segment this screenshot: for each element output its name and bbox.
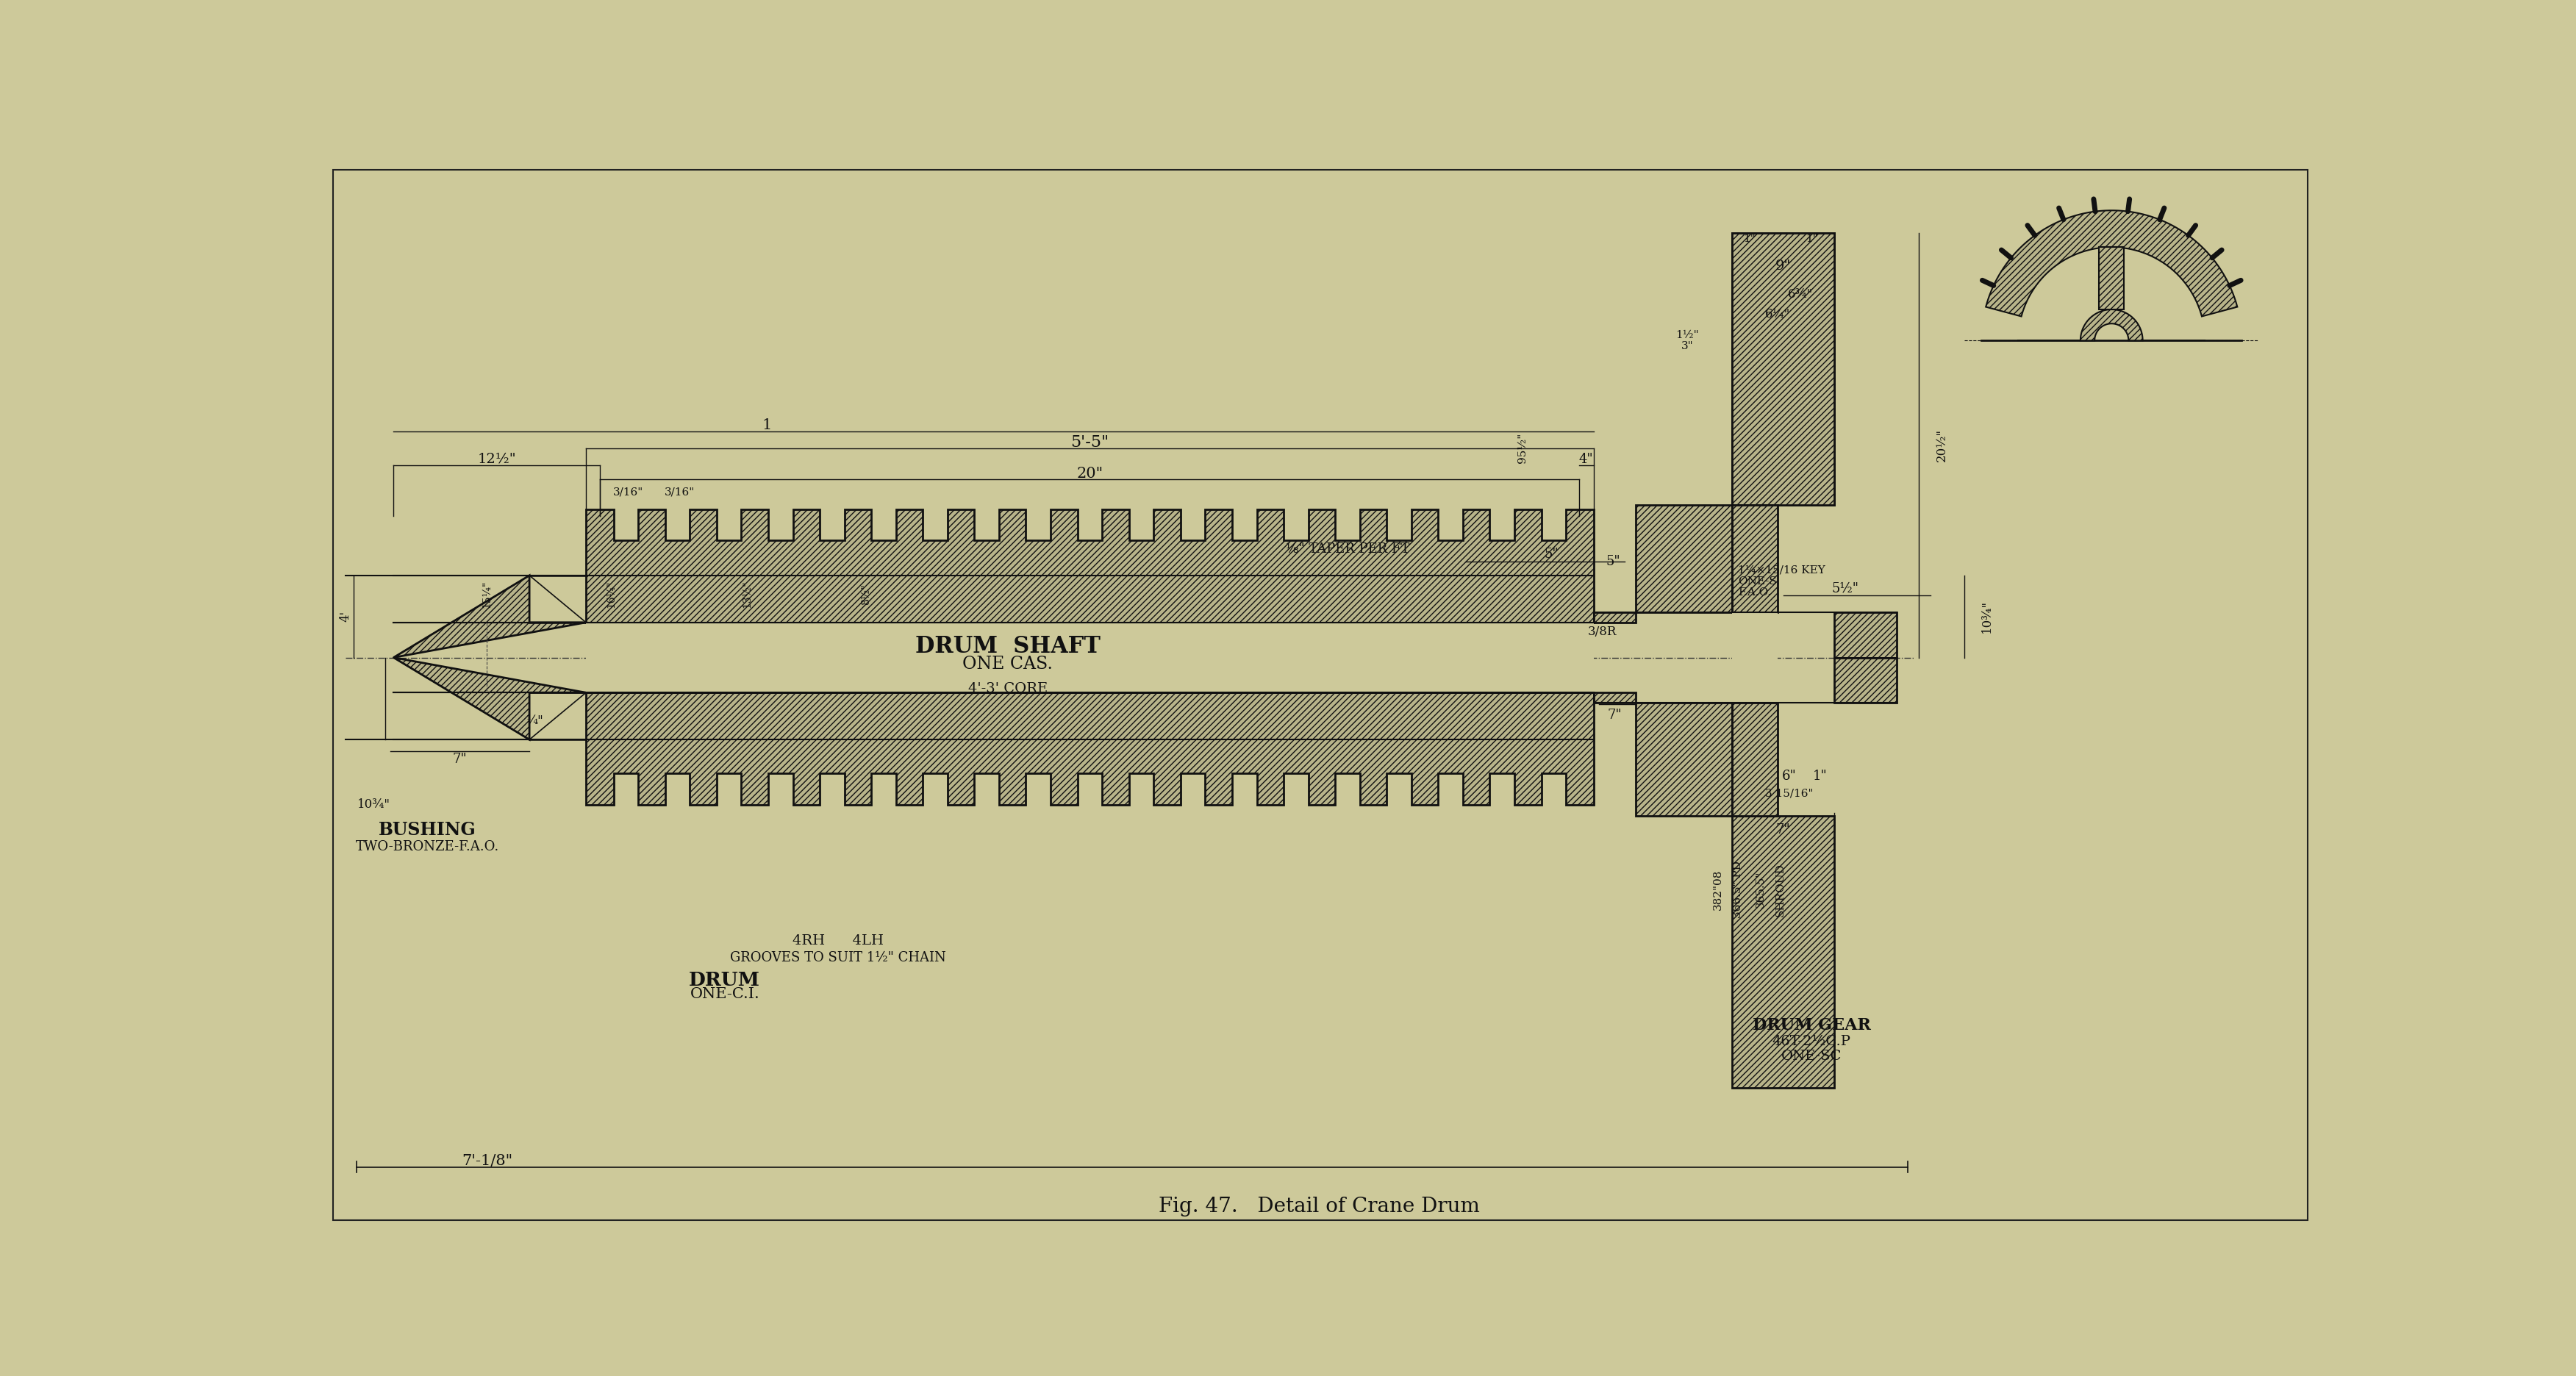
Text: 5½": 5½" [1832, 582, 1860, 594]
Text: 3": 3" [1682, 341, 1692, 351]
Polygon shape [1636, 505, 1731, 612]
Text: 1: 1 [762, 418, 773, 432]
Polygon shape [1731, 388, 1777, 505]
Text: 12½": 12½" [477, 453, 515, 466]
Text: 5'-5": 5'-5" [1072, 435, 1110, 450]
Polygon shape [1731, 505, 1777, 612]
Text: 6¾": 6¾" [1788, 288, 1814, 300]
Text: 13½": 13½" [742, 581, 752, 608]
Polygon shape [585, 692, 1595, 805]
Text: 365.5": 365.5" [1754, 871, 1765, 908]
Text: GROOVES TO SUIT 1½" CHAIN: GROOVES TO SUIT 1½" CHAIN [729, 951, 945, 965]
Text: TWO-BRONZE-F.A.O.: TWO-BRONZE-F.A.O. [355, 841, 500, 853]
Text: 3 15/16": 3 15/16" [1765, 788, 1814, 798]
Text: 3/16": 3/16" [665, 487, 696, 497]
Text: ONE-SC: ONE-SC [1780, 1050, 1842, 1062]
Text: F.A.O.: F.A.O. [1739, 588, 1772, 597]
Text: 5": 5" [1543, 548, 1558, 561]
Text: 7": 7" [1607, 709, 1623, 722]
Text: 15¼": 15¼" [482, 581, 492, 608]
Polygon shape [1636, 703, 1731, 816]
Text: 1¼×15/16 KEY: 1¼×15/16 KEY [1739, 564, 1826, 575]
Text: ¼": ¼" [526, 714, 544, 727]
Text: DRUM  SHAFT: DRUM SHAFT [914, 634, 1100, 658]
Text: 20½": 20½" [1935, 429, 1947, 462]
Text: 366.5" PD: 366.5" PD [1734, 861, 1744, 918]
Polygon shape [585, 509, 1595, 622]
Polygon shape [1595, 612, 1636, 622]
Text: SHROUD: SHROUD [1775, 863, 1785, 916]
Text: 1": 1" [1806, 234, 1819, 244]
Text: 9": 9" [1775, 259, 1790, 272]
Polygon shape [1731, 233, 1834, 505]
Text: 20": 20" [1077, 466, 1103, 480]
Polygon shape [1986, 211, 2239, 316]
Bar [2099, 248, 2125, 310]
Polygon shape [2081, 310, 2143, 341]
Text: DRUM: DRUM [688, 971, 760, 989]
Polygon shape [1834, 658, 1896, 703]
Text: DRUM GEAR: DRUM GEAR [1752, 1017, 1870, 1033]
Text: 3/16": 3/16" [613, 487, 644, 497]
Text: 16¼": 16¼" [605, 581, 616, 608]
Text: 5": 5" [1607, 555, 1620, 568]
Text: 4RH      4LH: 4RH 4LH [793, 934, 884, 947]
Bar [1731, 612, 1777, 703]
Text: Fig. 47.   Detail of Crane Drum: Fig. 47. Detail of Crane Drum [1159, 1197, 1479, 1216]
Polygon shape [1731, 233, 1834, 505]
Polygon shape [1731, 816, 1834, 1087]
Text: 4'-3' CORE: 4'-3' CORE [969, 682, 1048, 695]
Text: ONE-S.: ONE-S. [1739, 577, 1780, 586]
Text: 3/8R: 3/8R [1587, 626, 1618, 638]
Polygon shape [394, 658, 585, 739]
Text: ⅛" TAPER PER FT: ⅛" TAPER PER FT [1285, 542, 1409, 556]
Text: 7": 7" [453, 753, 466, 766]
Text: ONE-C.I.: ONE-C.I. [690, 988, 760, 1002]
Text: 46T-2½C.P: 46T-2½C.P [1772, 1035, 1852, 1049]
Polygon shape [1834, 612, 1896, 658]
Text: 10¾": 10¾" [358, 798, 392, 810]
Text: 382"08: 382"08 [1713, 870, 1723, 910]
Text: 95½": 95½" [1517, 433, 1528, 464]
Text: 10¾": 10¾" [1981, 600, 1994, 633]
Polygon shape [1731, 703, 1777, 816]
Text: 4': 4' [340, 611, 353, 622]
Text: BUSHING: BUSHING [379, 821, 477, 839]
Text: 6": 6" [1783, 769, 1795, 783]
Text: 7": 7" [1775, 823, 1790, 837]
Text: 4": 4" [1579, 453, 1595, 466]
Polygon shape [1595, 692, 1636, 703]
Text: 6¼": 6¼" [1765, 308, 1790, 321]
Text: 8½": 8½" [860, 583, 871, 604]
Text: 1": 1" [1744, 234, 1754, 244]
Bar [585, 622, 1595, 692]
Text: 7'-1/8": 7'-1/8" [461, 1154, 513, 1168]
Text: 1½": 1½" [1674, 330, 1698, 340]
Polygon shape [1731, 388, 1834, 505]
Text: ONE CAS.: ONE CAS. [963, 656, 1054, 673]
Polygon shape [394, 575, 585, 658]
Text: 1": 1" [1814, 769, 1826, 783]
